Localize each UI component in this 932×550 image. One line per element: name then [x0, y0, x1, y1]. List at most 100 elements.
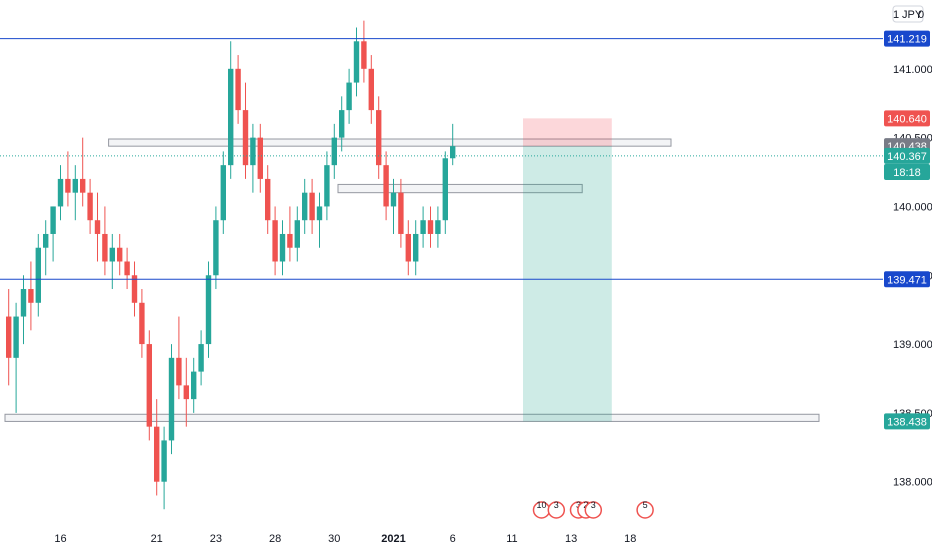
candle — [309, 178, 315, 234]
candle-body — [235, 68, 241, 111]
candle — [198, 330, 204, 386]
zone-box-0[interactable] — [108, 138, 672, 147]
candle — [117, 233, 123, 276]
candle — [235, 55, 241, 124]
event-circle — [547, 501, 566, 519]
event-count: 2 — [583, 500, 588, 510]
candle-body — [6, 316, 12, 358]
zone-box-2[interactable] — [4, 413, 820, 422]
price-label: 18:18 — [884, 164, 930, 181]
candle — [427, 206, 434, 248]
x-tick-label: 6 — [450, 533, 456, 545]
candle-body — [94, 220, 101, 234]
price-label-bg — [884, 147, 930, 164]
candle — [57, 165, 64, 221]
candle — [65, 151, 71, 207]
candle-body — [368, 68, 374, 111]
candle — [294, 206, 300, 262]
candle-body — [324, 165, 330, 207]
candle — [154, 399, 160, 496]
candle-body — [376, 110, 382, 166]
candle — [191, 357, 197, 413]
event-count: 10 — [536, 500, 546, 510]
candle-body — [405, 233, 411, 262]
position-tool[interactable] — [523, 118, 612, 422]
candle — [420, 206, 426, 248]
candle — [124, 247, 130, 290]
price-axis: 138.000138.500139.000139.500140.000140.5… — [884, 30, 932, 489]
candle-body — [302, 192, 308, 221]
event-marker[interactable]: 10 — [532, 500, 551, 519]
candle-body — [35, 247, 41, 303]
candle-body — [339, 110, 345, 138]
candle — [339, 96, 345, 152]
candle — [80, 137, 86, 207]
candle-body — [346, 82, 352, 111]
candle-body — [413, 233, 419, 262]
price-label-bg — [884, 110, 930, 127]
candle-body — [146, 344, 152, 427]
x-tick-label: 23 — [210, 533, 222, 545]
candle-body — [427, 220, 434, 234]
price-label: 138.438 — [884, 413, 930, 430]
candle-body — [420, 220, 426, 234]
candle — [72, 165, 78, 221]
y-tick-label: 141.000 — [893, 64, 932, 76]
candle — [331, 123, 337, 179]
currency-suffix: 0 — [918, 9, 924, 21]
event-count: 3 — [554, 500, 559, 510]
event-marker[interactable]: 5 — [636, 500, 654, 519]
candle — [361, 20, 367, 83]
candle-body — [198, 344, 204, 372]
candle — [435, 206, 441, 248]
candle — [413, 220, 419, 276]
candle-body — [109, 247, 115, 262]
candle — [228, 41, 234, 179]
candle-body — [309, 192, 315, 221]
candle-body — [442, 158, 448, 221]
candle-body — [13, 316, 19, 358]
candle — [13, 302, 19, 413]
candle — [302, 178, 308, 234]
y-tick-label: 138.000 — [893, 477, 932, 489]
candle-body — [294, 220, 300, 248]
y-tick-label: 139.000 — [893, 339, 932, 351]
candle-body — [272, 220, 278, 262]
event-marker[interactable]: 3 — [547, 500, 566, 519]
zones-layer — [4, 138, 820, 422]
candle-body — [168, 357, 175, 441]
candle — [376, 96, 382, 179]
candle — [368, 55, 374, 124]
candle-body — [161, 440, 167, 482]
candle — [242, 82, 249, 179]
price-label-text: 138.438 — [887, 416, 927, 428]
x-tick-label: 30 — [328, 533, 340, 545]
event-marker[interactable]: 3 — [584, 500, 603, 519]
currency-box[interactable]: 1 JPY 0 — [892, 5, 924, 23]
event-count: 3 — [591, 500, 596, 510]
candle-body — [265, 178, 271, 221]
candle — [94, 192, 101, 262]
candle — [220, 151, 226, 234]
candle-body — [450, 146, 456, 159]
candle-body — [228, 68, 234, 166]
candle — [43, 220, 49, 276]
candle — [50, 206, 56, 262]
price-label-text: 140.367 — [887, 151, 927, 163]
candle-body — [279, 233, 286, 262]
zone-box-1[interactable] — [337, 183, 583, 194]
candle — [390, 178, 397, 234]
candle-body — [316, 206, 323, 221]
candle — [176, 316, 182, 400]
candle — [35, 233, 41, 317]
candle — [257, 123, 263, 193]
currency-code: JPY — [902, 9, 923, 21]
candle-body — [242, 110, 249, 166]
stop-zone[interactable] — [523, 118, 612, 147]
target-zone[interactable] — [523, 146, 612, 422]
candle — [146, 330, 152, 441]
candle-body — [43, 233, 49, 248]
price-label-text: 18:18 — [893, 167, 921, 179]
candle — [139, 289, 145, 358]
